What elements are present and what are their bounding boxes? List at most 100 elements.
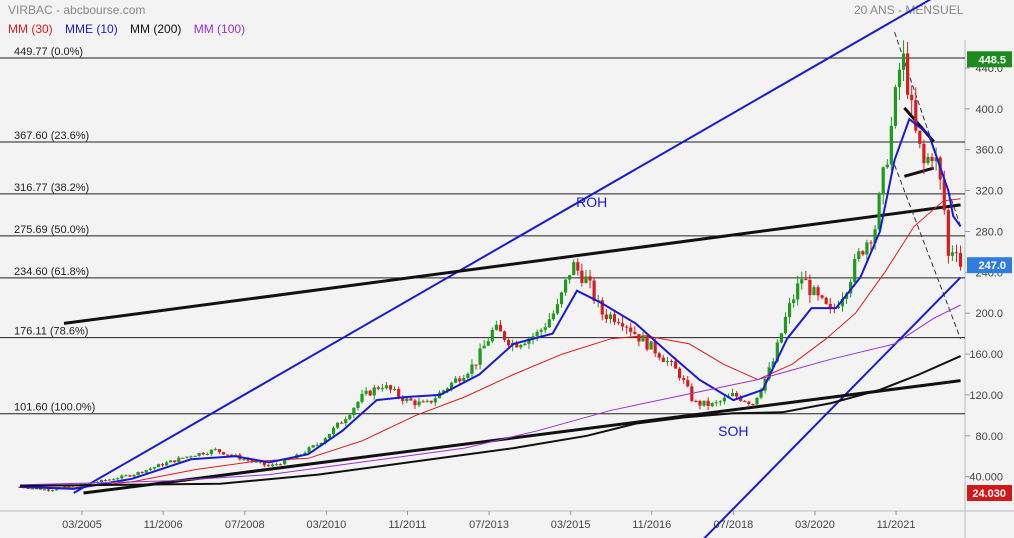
candle-body (694, 400, 698, 402)
candle-body (804, 279, 808, 281)
series-line-mm30 (19, 198, 961, 489)
candle-body (576, 262, 580, 271)
candle-body (531, 336, 535, 339)
x-tick-label: 11/2016 (632, 519, 671, 531)
candle-body (266, 465, 270, 467)
candle-body (779, 333, 784, 343)
candle-body (254, 461, 258, 463)
candle-body (592, 280, 596, 301)
candle-body (722, 397, 726, 402)
fib-level-label: 101.60 (100.0%) (14, 402, 95, 414)
candle-body (564, 279, 568, 293)
legend-mm100: MM (100) (193, 22, 246, 36)
candle-body (857, 251, 861, 259)
y-tick-label: 320.0 (975, 186, 1003, 198)
candle-body (486, 341, 490, 346)
candle-body (942, 179, 946, 211)
candle-body (352, 407, 356, 416)
candle-body (189, 456, 193, 458)
candle-body (360, 393, 364, 402)
candle-body (209, 449, 213, 455)
legend-mme10: MME (10) (65, 22, 118, 36)
y-tick-label: 120.00 (969, 390, 1003, 402)
candle-body (55, 489, 59, 491)
candle-body (307, 447, 311, 453)
candle-body (112, 479, 116, 481)
candle-body (173, 460, 177, 462)
candle-body (820, 295, 824, 298)
candle-body (743, 400, 747, 402)
price-tag-box (967, 51, 1012, 68)
candle-body (661, 357, 665, 362)
candle-body (751, 404, 755, 406)
candle-body (148, 468, 152, 471)
candle-body (340, 422, 344, 424)
candle-body (946, 210, 950, 256)
candle-body (401, 396, 405, 402)
candle-body (881, 167, 885, 195)
fib-level-label: 316.77 (38.2%) (14, 182, 89, 194)
y-tick-label: 400.0 (975, 104, 1003, 116)
candle-body (230, 454, 234, 456)
candle-body (327, 433, 332, 439)
x-tick-label: 03/2005 (62, 519, 102, 531)
candle-body (193, 455, 197, 457)
candle-body (478, 348, 482, 365)
series-line-mm200 (19, 355, 962, 487)
candle-body (755, 397, 759, 405)
candle-body (906, 53, 910, 95)
candle-body (274, 464, 279, 466)
x-tick-label: 07/2018 (713, 519, 753, 531)
candle-body (539, 329, 543, 332)
candle-body (515, 342, 519, 348)
candle-body (413, 400, 417, 406)
candle-body (633, 331, 637, 335)
candle-body (735, 392, 739, 397)
candle-body (226, 454, 230, 456)
legend-mm30: MM (30) (8, 22, 53, 36)
candle-body (816, 287, 820, 296)
trendline (73, 0, 932, 494)
candle-body (828, 303, 832, 308)
candle-body (918, 130, 922, 144)
candle-body (535, 331, 539, 337)
candle-body (107, 479, 112, 481)
candle-body (877, 194, 881, 230)
candle-body (621, 323, 625, 327)
candle-body (824, 297, 828, 304)
candle-body (474, 364, 478, 366)
candle-body (853, 258, 857, 282)
x-tick-label: 07/2013 (469, 519, 509, 531)
candle-body (368, 390, 372, 396)
candle-body (730, 392, 735, 396)
x-tick-label: 07/2008 (225, 519, 265, 531)
candle-body (470, 364, 474, 374)
trendline (703, 276, 962, 538)
candle-body (547, 319, 551, 328)
x-tick-label: 03/2015 (551, 519, 591, 531)
candle-body (140, 471, 144, 473)
candle-body (376, 387, 380, 389)
candle-body (910, 94, 914, 101)
candle-body (572, 262, 576, 276)
candle-body (46, 489, 51, 491)
candle-body (429, 400, 433, 403)
candle-body (922, 143, 926, 164)
candle-body (702, 400, 706, 406)
candle-body (417, 401, 421, 406)
candle-body (30, 488, 34, 490)
candle-body (392, 389, 397, 391)
price-tag-label: 448.5 (978, 54, 1006, 66)
candle-body (466, 373, 470, 378)
candle-body (494, 324, 498, 330)
candle-body (885, 164, 889, 168)
candle-body (710, 403, 714, 406)
candle-body (262, 462, 266, 466)
candle-body (26, 487, 30, 489)
trendline (63, 203, 961, 325)
candle-body (348, 415, 352, 420)
fib-level-label: 367.60 (23.6%) (14, 130, 89, 142)
candle-body (445, 388, 450, 391)
candle-body (160, 464, 165, 466)
